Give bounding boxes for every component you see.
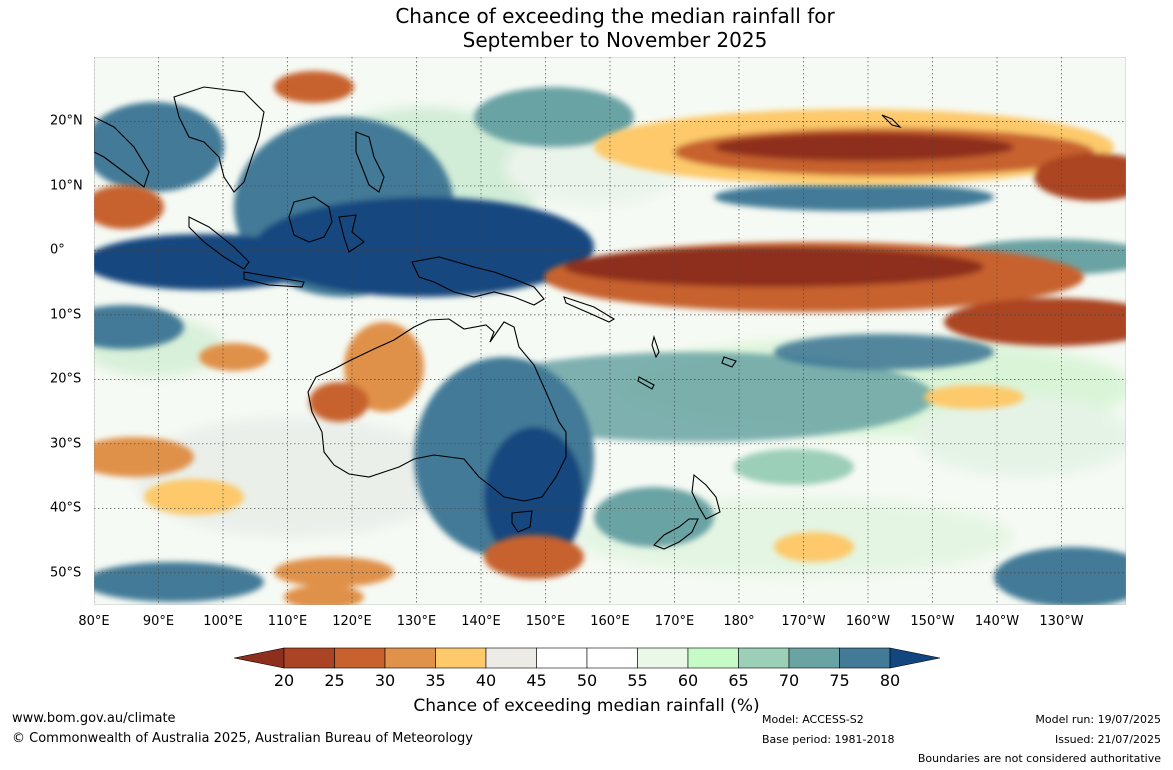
colorbar-segment [485, 647, 537, 669]
philippines-coastline [355, 131, 385, 193]
footer-website: www.bom.gov.au/climate [12, 711, 176, 726]
footer-disclaimer: Boundaries are not considered authoritat… [917, 752, 1161, 765]
solomon-islands-coastline [563, 296, 616, 323]
longitude-label: 130°W [1039, 614, 1084, 629]
colorbar-segment [334, 647, 386, 669]
footer-model-run: Model run: 19/07/2025 [1035, 713, 1161, 726]
colorbar-segment [283, 647, 335, 669]
new-zealand-north-coastline [691, 473, 721, 520]
colorbar-segment [384, 647, 436, 669]
longitude-label: 80°E [78, 614, 110, 629]
new-guinea-coastline [411, 256, 545, 306]
latitude-label: 20°S [50, 371, 82, 387]
map-title-line1: Chance of exceeding the median rainfall … [395, 4, 835, 28]
latitude-label: 0° [50, 242, 65, 258]
sulawesi-coastline [338, 214, 365, 253]
colorbar-tick-label: 35 [425, 671, 446, 690]
latitude-label: 20°N [50, 113, 83, 129]
latitude-label: 50°S [50, 565, 82, 581]
longitude-label: 110°E [267, 614, 308, 629]
colorbar-segment [788, 647, 840, 669]
colorbar-tick-label: 20 [273, 671, 295, 690]
longitude-label: 100°E [203, 614, 243, 629]
longitude-label: 140°W [974, 614, 1020, 629]
colorbar-segment [536, 647, 588, 669]
fiji-coastline [721, 356, 737, 368]
colorbar-tick-label: 75 [829, 671, 850, 690]
new-zealand-south-coastline [653, 518, 699, 550]
longitude-label: 170°W [781, 614, 826, 629]
field-dry-regions [94, 71, 1126, 605]
colorbar-tick-label: 55 [627, 671, 648, 690]
coastlines [94, 86, 902, 550]
colorbar-segment [687, 647, 739, 669]
colorbar-below-20-arrow [234, 647, 285, 669]
colorbar-tick-label: 30 [374, 671, 396, 690]
colorbar-label: Chance of exceeding median rainfall (%) [413, 696, 760, 716]
java-coastline [243, 271, 305, 288]
longitude-label: 130°E [396, 614, 437, 629]
longitude-label: 180° [723, 614, 755, 629]
colorbar-tick-label: 60 [677, 671, 699, 690]
australia-coastline [307, 318, 567, 502]
longitude-label: 150°W [910, 614, 955, 629]
hawaii-coastline [881, 114, 902, 129]
colorbar-tick-label: 70 [778, 671, 800, 690]
colorbar-tick-label: 65 [728, 671, 749, 690]
south-asia-coastline [94, 116, 150, 188]
longitude-label: 150°E [525, 614, 566, 629]
colorbar-segment [738, 647, 790, 669]
colorbar-above-80-arrow [889, 647, 940, 669]
footer-model: Model: ACCESS-S2 [762, 713, 864, 726]
new-caledonia-coastline [637, 376, 655, 390]
tasmania-coastline [511, 510, 533, 533]
colorbar-tick-label: 25 [324, 671, 345, 690]
colorbar-segment [637, 647, 689, 669]
longitude-label: 120°E [332, 614, 372, 629]
footer-issued: Issued: 21/07/2025 [1054, 733, 1161, 746]
longitude-label: 160°W [845, 614, 891, 629]
borneo-coastline [288, 196, 333, 243]
longitude-label: 90°E [142, 614, 175, 629]
footer-base-period: Base period: 1981-2018 [762, 733, 895, 746]
latitude-label: 40°S [50, 500, 82, 516]
map-title-line2: September to November 2025 [462, 28, 768, 52]
colorbar-tick-label: 80 [879, 671, 901, 690]
colorbar-segment [586, 647, 638, 669]
graticule [94, 57, 1126, 605]
colorbar-tick-label: 45 [526, 671, 547, 690]
latitude-label: 10°N [50, 178, 83, 194]
colorbar-segment [435, 647, 487, 669]
colorbar-tick-label: 50 [576, 671, 598, 690]
longitude-label: 140°E [461, 614, 501, 629]
colorbar-segment [839, 647, 891, 669]
sumatra-coastline [188, 216, 250, 270]
vanuatu-coastline [651, 335, 660, 359]
colorbar [234, 647, 940, 669]
latitude-label: 30°S [50, 436, 82, 452]
indochina-coastline [173, 86, 265, 193]
longitude-label: 170°E [654, 614, 695, 629]
longitude-label: 160°E [590, 614, 630, 629]
colorbar-tick-label: 40 [475, 671, 497, 690]
rainfall-outlook-map [94, 57, 1126, 605]
latitude-label: 10°S [50, 307, 82, 323]
footer-copyright: © Commonwealth of Australia 2025, Austra… [12, 731, 473, 746]
